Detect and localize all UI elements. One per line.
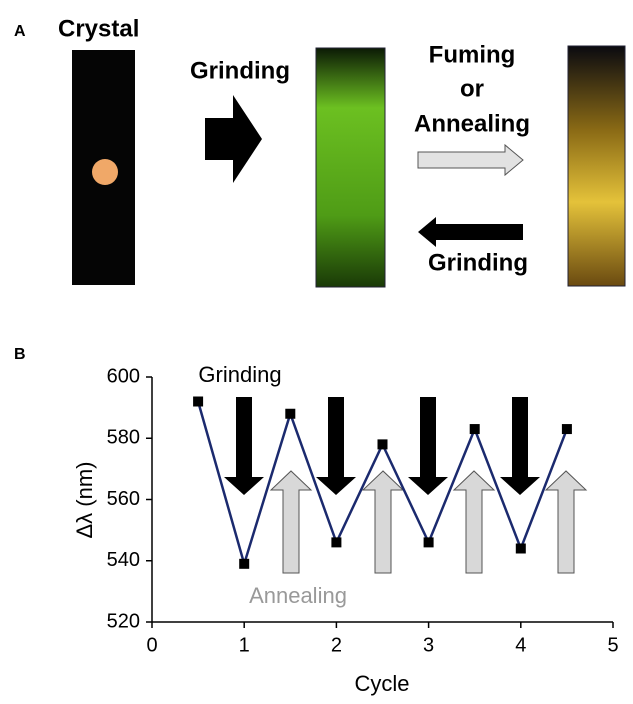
data-point xyxy=(516,544,526,554)
y-tick-label: 580 xyxy=(107,427,140,449)
data-point xyxy=(378,439,388,449)
grinding-label: Grinding xyxy=(190,57,290,84)
crystal-label: Crystal xyxy=(58,15,139,42)
x-tick-label: 0 xyxy=(146,634,157,656)
data-point xyxy=(331,537,341,547)
grinding-label: Grinding xyxy=(428,249,528,276)
ground-photo xyxy=(316,48,385,287)
plot: 520 540 560 580 600 0 1 2 3 4 5 xyxy=(107,365,619,656)
y-tick-label: 560 xyxy=(107,488,140,510)
arrows xyxy=(224,397,586,573)
data-point xyxy=(193,397,203,407)
arrow xyxy=(205,95,262,183)
arrow xyxy=(271,471,311,573)
y-tick-label: 520 xyxy=(107,610,140,632)
figure: A Crystal Grinding Fuming or Annealing G… xyxy=(0,0,633,699)
y-tick-label: 600 xyxy=(107,365,140,387)
panel-label: A xyxy=(14,23,26,40)
data-point xyxy=(470,424,480,434)
x-axis-label: Cycle xyxy=(354,671,409,696)
y-axis-label: Δλ (nm) xyxy=(72,461,97,538)
x-tick-label: 3 xyxy=(423,634,434,656)
annealing-label: Annealing xyxy=(414,110,530,137)
arrow xyxy=(500,397,540,495)
arrow xyxy=(224,397,264,495)
arrow xyxy=(546,471,586,573)
fuming-label: Fuming xyxy=(429,41,516,68)
data-point xyxy=(285,409,295,419)
x-tick-label: 5 xyxy=(607,634,618,656)
data-point xyxy=(562,424,572,434)
annotation: Annealing xyxy=(249,583,347,608)
arrow xyxy=(418,145,523,175)
annealed-photo xyxy=(568,46,625,286)
or-label: or xyxy=(460,75,484,102)
data-point xyxy=(239,559,249,569)
x-tick-label: 4 xyxy=(515,634,526,656)
crystal xyxy=(92,159,118,185)
arrow xyxy=(363,471,403,573)
panel-label: B xyxy=(14,346,26,363)
arrow xyxy=(454,471,494,573)
arrow xyxy=(408,397,448,495)
arrow xyxy=(418,217,523,247)
arrow xyxy=(316,397,356,495)
x-tick-label: 1 xyxy=(239,634,250,656)
x-tick-label: 2 xyxy=(331,634,342,656)
data-point xyxy=(424,537,434,547)
annotation: Grinding xyxy=(198,362,281,387)
y-tick-label: 540 xyxy=(107,549,140,571)
